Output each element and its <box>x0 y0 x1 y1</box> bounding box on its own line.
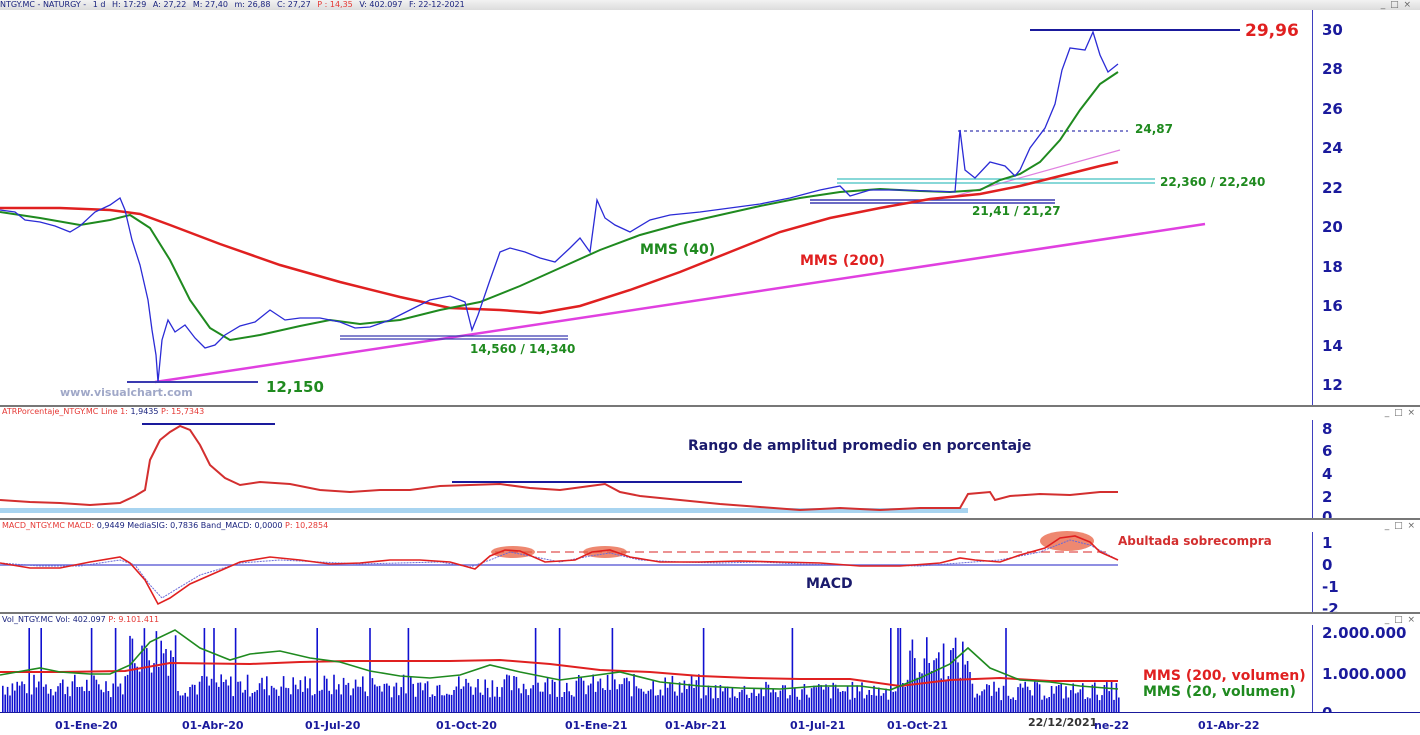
price-tick: 22 <box>1322 179 1343 197</box>
x-label: 01-Oct-21 <box>887 719 948 732</box>
macd-band: Band_MACD: 0,0000 <box>200 521 283 530</box>
price-tick: 28 <box>1322 60 1343 78</box>
panel-divider-volume[interactable] <box>0 612 1420 614</box>
period-label: 1 d <box>92 0 106 9</box>
price-tick: 26 <box>1322 100 1343 118</box>
volume-value: Vol: 402.097 <box>55 615 106 624</box>
overbought-label: Abultada sobrecompra <box>1118 534 1272 548</box>
macd-panel-title: MACD_NTGY.MC MACD: 0,9449 MediaSIG: 0,78… <box>2 521 328 531</box>
macd-tick: 1 <box>1322 534 1333 552</box>
window-controls-macd[interactable]: _ □ × <box>1384 521 1416 531</box>
time-label: H: 17:29 <box>112 0 147 9</box>
x-label: 01-Ene-21 <box>565 719 628 732</box>
atr-value: 1,9435 <box>130 407 159 416</box>
window-controls-atr[interactable]: _ □ × <box>1384 408 1416 418</box>
atr-axis <box>1312 420 1313 518</box>
macd-signal: MediaSIG: 0,7836 <box>127 521 199 530</box>
price-tick: 12 <box>1322 376 1343 394</box>
band-low-label: 21,41 / 21,27 <box>972 204 1061 218</box>
macd-axis <box>1312 532 1313 612</box>
cursor-date-label: 22/12/2021 <box>1028 716 1098 729</box>
x-label: 01-Abr-20 <box>182 719 244 732</box>
volume-p: P: 9.101.411 <box>108 615 160 624</box>
x-label: ne-22 <box>1094 719 1130 732</box>
atr-p: P: 15,7343 <box>161 407 205 416</box>
macd-value: 0,9449 <box>96 521 125 530</box>
x-label: 01-Abr-22 <box>1198 719 1260 732</box>
volume-tick: 0 <box>1322 704 1332 712</box>
atr-description: Rango de amplitud promedio en porcentaje <box>688 438 1032 454</box>
x-label: 01-Jul-21 <box>790 719 846 732</box>
macd-p: P: 10,2854 <box>285 521 329 530</box>
x-axis-line <box>0 712 1420 713</box>
window-controls-price[interactable]: _ □ × <box>1380 0 1412 10</box>
price-tick: 16 <box>1322 297 1343 315</box>
date-label: F: 22-12-2021 <box>409 0 465 9</box>
volume-bars <box>2 628 1120 712</box>
macd-tick: -2 <box>1322 600 1339 612</box>
atr-line-label: Line 1: <box>100 407 128 416</box>
atr-tick: 8 <box>1322 420 1333 438</box>
volume-tick: 1.000.000 <box>1322 665 1407 683</box>
macd-label: MACD: <box>67 521 95 530</box>
atr-tick: 4 <box>1322 465 1333 483</box>
resistance-label: 24,87 <box>1135 122 1173 136</box>
high-label: M: 27,40 <box>192 0 228 9</box>
price-tick: 20 <box>1322 218 1343 236</box>
price-tick: 30 <box>1322 21 1343 39</box>
atr-tick: 6 <box>1322 442 1333 460</box>
support-mid-label: 14,560 / 14,340 <box>470 342 576 356</box>
macd-tick: 0 <box>1322 556 1333 574</box>
mms200-label: MMS (200) <box>800 253 885 269</box>
atr-tick: 2 <box>1322 488 1333 506</box>
panel-divider-macd[interactable] <box>0 518 1420 520</box>
volume-name: Vol_NTGY.MC <box>2 615 53 624</box>
volume-axis <box>1312 625 1313 712</box>
volume-panel-title: Vol_NTGY.MC Vol: 402.097 P: 9.101.411 <box>2 615 159 625</box>
x-label: 01-Jul-20 <box>305 719 361 732</box>
macd-name: MACD_NTGY.MC <box>2 521 65 530</box>
max-price-label: 29,96 <box>1245 21 1299 41</box>
open-label: A: 27,22 <box>152 0 187 9</box>
volume-tick: 2.000.000 <box>1322 624 1407 642</box>
min-price-label: 12,150 <box>266 378 324 396</box>
symbol-label: NTGY.MC - NATURGY - <box>0 0 87 9</box>
chart-header: NTGY.MC - NATURGY - 1 d H: 17:29 A: 27,2… <box>0 0 1420 10</box>
trendline-long <box>154 222 1206 384</box>
volume-label: V: 402.097 <box>359 0 403 9</box>
window-controls-volume[interactable]: _ □ × <box>1384 615 1416 625</box>
legend-mms20-volume: MMS (20, volumen) <box>1143 684 1296 700</box>
price-tick: 14 <box>1322 337 1343 355</box>
close-label: C: 27,27 <box>276 0 311 9</box>
legend-mms200-volume: MMS (200, volumen) <box>1143 668 1306 684</box>
pct-label: P : 14,35 <box>317 0 353 9</box>
chart-canvas[interactable] <box>0 0 1312 735</box>
macd-label-text: MACD <box>806 576 853 592</box>
panel-divider-atr[interactable] <box>0 405 1420 407</box>
macd-tick: -1 <box>1322 578 1339 596</box>
price-tick: 18 <box>1322 258 1343 276</box>
x-label: 01-Oct-20 <box>436 719 497 732</box>
x-label: 01-Abr-21 <box>665 719 727 732</box>
atr-name: ATRPorcentaje_NTGY.MC <box>2 407 99 416</box>
x-label: 01-Ene-20 <box>55 719 118 732</box>
atr-panel-title: ATRPorcentaje_NTGY.MC Line 1: 1,9435 P: … <box>2 407 204 417</box>
band-high-label: 22,360 / 22,240 <box>1160 175 1266 189</box>
watermark: www.visualchart.com <box>60 386 193 399</box>
price-axis <box>1312 10 1313 405</box>
mms40-label: MMS (40) <box>640 242 716 258</box>
atr-tick: 0 <box>1322 508 1333 518</box>
price-tick: 24 <box>1322 139 1343 157</box>
low-label: m: 26,88 <box>234 0 271 9</box>
